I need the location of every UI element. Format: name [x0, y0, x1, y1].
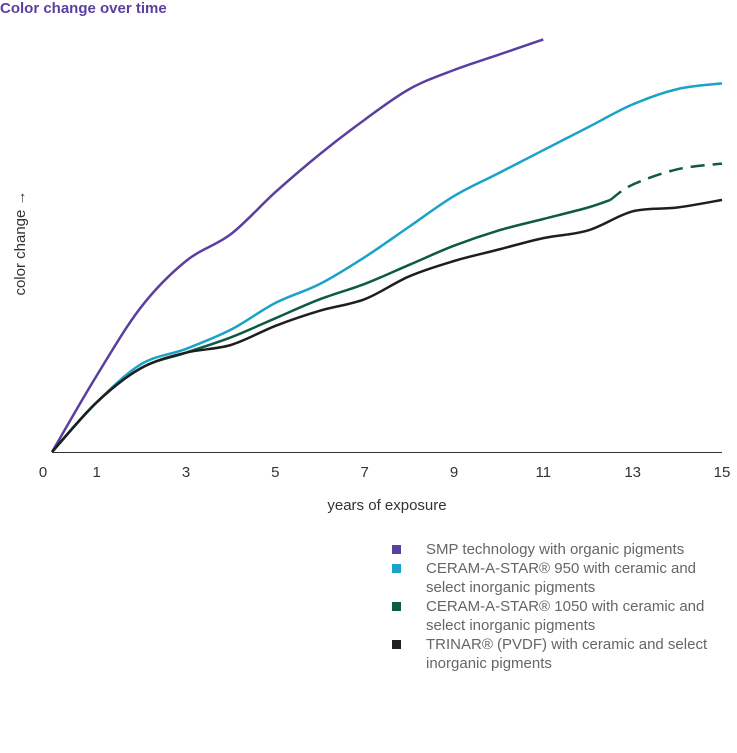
series-line-1 [50, 38, 544, 453]
chart-title: Color change over time [0, 0, 167, 17]
x-tick-label: 13 [624, 464, 641, 481]
legend-swatch [392, 602, 401, 611]
legend-item-1: SMP technology with organic pigments [392, 540, 737, 559]
series-line-2 [51, 82, 723, 453]
legend-swatch [392, 545, 401, 554]
legend-item-2: CERAM-A-STAR® 950 with ceramic and selec… [392, 559, 737, 597]
legend-label: CERAM-A-STAR® 1050 with ceramic and sele… [426, 598, 705, 634]
x-axis-label: years of exposure [327, 497, 446, 514]
x-tick-label: 3 [182, 464, 190, 481]
x-tick-label: 9 [450, 464, 458, 481]
series-line-4 [51, 198, 723, 453]
legend-swatch [392, 640, 401, 649]
x-tick-label: 0 [39, 464, 47, 481]
chart-lines [50, 38, 723, 453]
x-tick-label: 7 [360, 464, 368, 481]
series-line-3-dashed [609, 162, 723, 201]
x-tick-label: 11 [536, 464, 552, 481]
x-tick-label: 1 [92, 464, 100, 481]
x-tick-label: 5 [271, 464, 279, 481]
series-line-3-solid [51, 198, 611, 453]
x-tick-label: 15 [714, 464, 731, 481]
legend-label: SMP technology with organic pigments [426, 541, 685, 558]
chart-svg: 0 1 3 5 7 9 11 13 15 years of exposure color cha… [12, 38, 731, 514]
legend-item-4: TRINAR® (PVDF) with ceramic and select i… [392, 635, 737, 673]
legend: SMP technology with organic pigments CERA… [392, 540, 737, 673]
legend-label: TRINAR® (PVDF) with ceramic and select i… [426, 636, 708, 672]
y-axis-label: color change → [12, 190, 29, 295]
x-tick-labels: 0 1 3 5 7 9 11 13 15 [39, 464, 731, 481]
legend-swatch [392, 564, 401, 573]
legend-label: CERAM-A-STAR® 950 with ceramic and selec… [426, 560, 697, 596]
legend-item-3: CERAM-A-STAR® 1050 with ceramic and sele… [392, 597, 737, 635]
